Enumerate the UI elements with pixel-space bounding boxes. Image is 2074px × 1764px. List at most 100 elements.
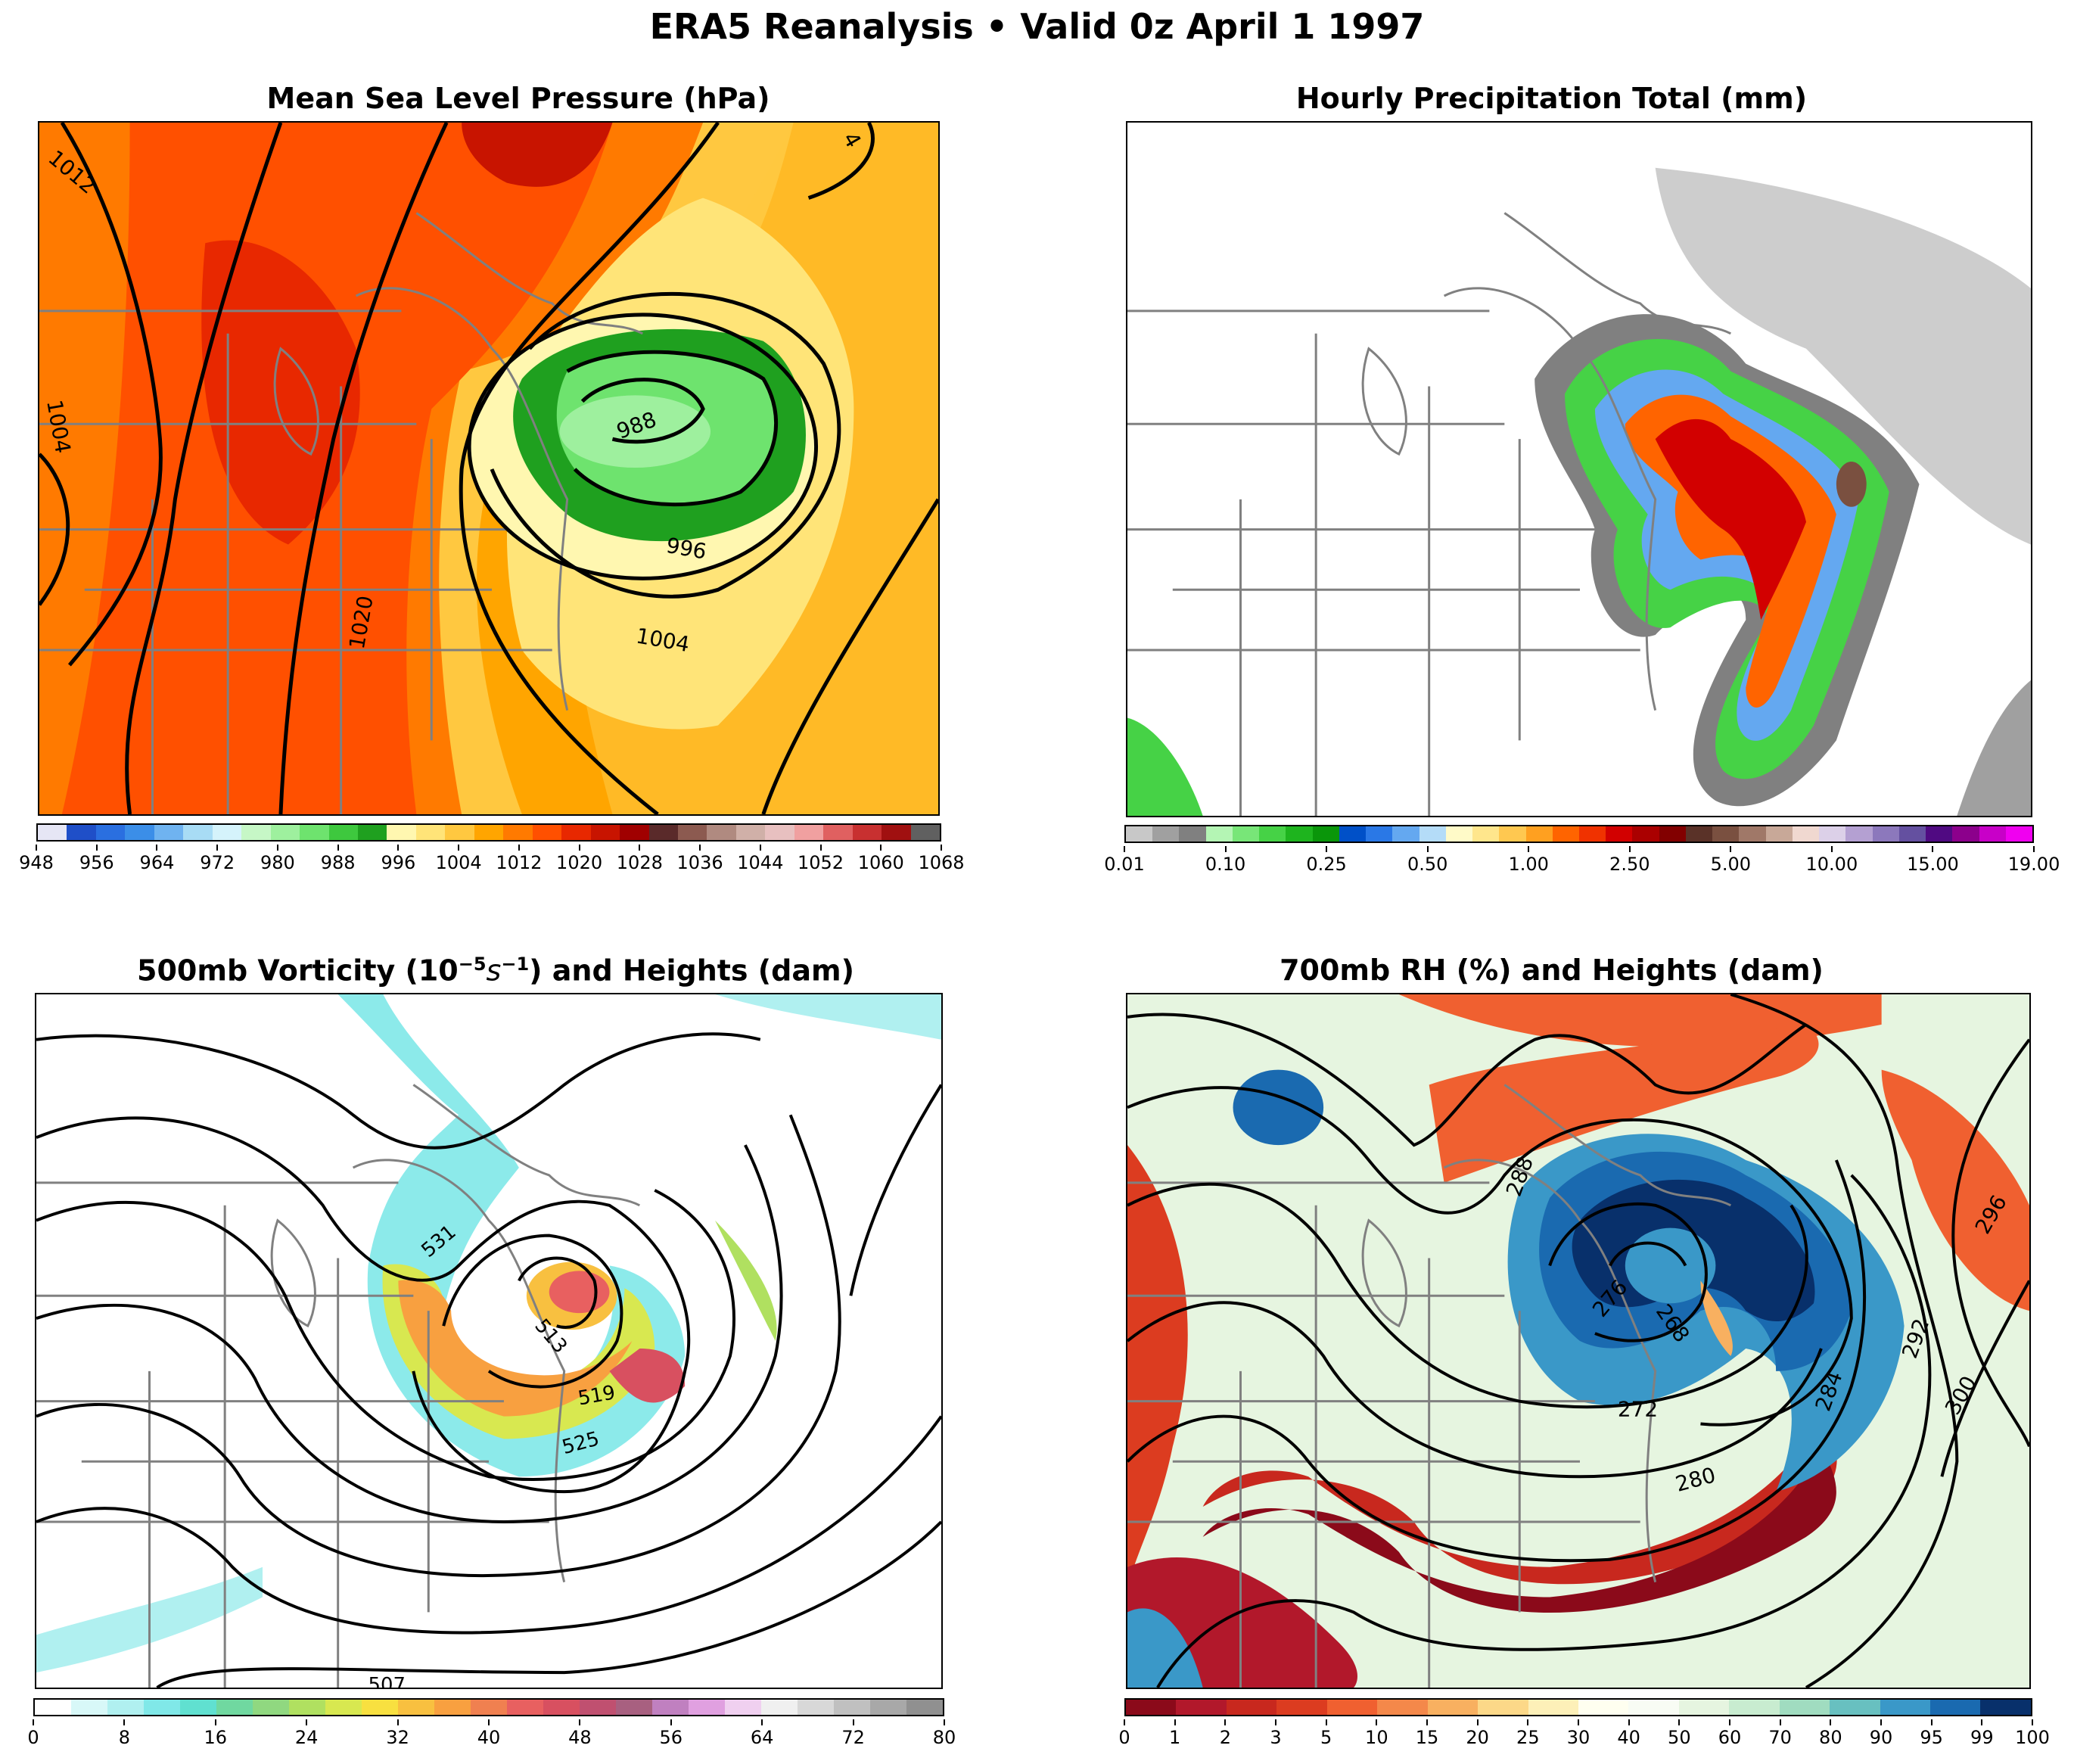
colorbar-swatch: [270, 825, 300, 840]
colorbar-swatch: [1898, 826, 1926, 842]
colorbar-tick-label: 5: [1320, 1727, 1332, 1748]
mslp-contour-labels: 1012 1004 988 996 1004 1020 4: [42, 128, 866, 657]
colorbar-tick-label: 15: [1415, 1727, 1439, 1748]
colorbar-tick-label: 0: [27, 1727, 39, 1748]
colorbar-tick-label: 988: [320, 852, 356, 873]
contour-label: 519: [577, 1381, 617, 1410]
colorbar-swatch: [1685, 826, 1713, 842]
colorbar-swatch: [1312, 826, 1339, 842]
colorbar-tick-label: 0.25: [1306, 854, 1347, 875]
rh-contour-labels: 288 276 268 272 280 284 292 296 300: [1501, 1153, 2012, 1497]
colorbar-swatch: [1392, 826, 1419, 842]
colorbar-tick-mark: [1981, 1719, 1983, 1725]
colorbar-swatch: [1326, 1700, 1378, 1715]
colorbar-swatch: [1729, 1700, 1780, 1715]
colorbar-tick-mark: [639, 845, 641, 851]
colorbar-tick-mark: [1325, 1719, 1327, 1725]
contour-label: 4: [838, 128, 866, 152]
colorbar-swatch: [216, 1700, 253, 1715]
colorbar-swatch: [107, 1700, 144, 1715]
colorbar-tick-label: 0.01: [1104, 854, 1145, 875]
colorbar-tick-mark: [1730, 846, 1732, 852]
contour-label: 996: [664, 533, 708, 565]
colorbar-swatch: [180, 1700, 216, 1715]
colorbar-swatch: [253, 1700, 289, 1715]
colorbar-swatch: [362, 1700, 398, 1715]
colorbar-tick-mark: [36, 845, 37, 851]
colorbar-swatch: [1930, 1700, 1981, 1715]
contour-label: 276: [1587, 1275, 1633, 1322]
colorbar-swatch: [1276, 1700, 1327, 1715]
colorbar-tick-label: 1060: [857, 852, 904, 873]
title-exponent: −1: [501, 954, 530, 975]
colorbar-swatch: [1606, 826, 1633, 842]
colorbar-ticks: 0 1 2 3 5 10 15 20 25 30 40 50 60 70 80 90 95 99 100: [1118, 1719, 2050, 1750]
colorbar-swatch: [445, 825, 474, 840]
colorbar-tick-mark: [1830, 1719, 1832, 1725]
colorbar-swatch: [398, 1700, 434, 1715]
colorbar-tick-mark: [1124, 846, 1125, 852]
colorbar-tick-mark: [852, 1719, 854, 1725]
panel-rh: 700mb RH (%) and Heights (dam): [1090, 885, 2074, 1764]
colorbar-swatch: [1427, 1700, 1479, 1715]
colorbar-tick-mark: [1830, 846, 1833, 852]
colorbar-swatch: [1528, 1700, 1578, 1715]
colorbar-tick-mark: [397, 845, 400, 851]
colorbar-tick-mark: [2032, 1719, 2033, 1725]
colorbar-tick-mark: [1628, 1719, 1630, 1725]
colorbar-tick-label: 95: [1920, 1727, 1943, 1748]
colorbar-tick-mark: [1426, 1719, 1428, 1725]
colorbar-swatch: [183, 825, 213, 840]
colorbar-swatch: [648, 825, 678, 840]
colorbar-tick-mark: [95, 845, 98, 851]
colorbar-tick-mark: [1527, 1719, 1529, 1725]
colorbar-tick-label: 25: [1516, 1727, 1540, 1748]
vorticity-map: [36, 994, 941, 1688]
colorbar-swatch: [1678, 1700, 1730, 1715]
colorbar-swatch: [300, 825, 329, 840]
panel-mslp: Mean Sea Level Pressure (hPa): [0, 0, 1037, 885]
colorbar-tick-label: 1068: [918, 852, 965, 873]
colorbar-tick-label: 5.00: [1710, 854, 1752, 875]
colorbar-swatch: [910, 825, 941, 840]
colorbar-swatch: [1779, 1700, 1830, 1715]
colorbar-swatch: [503, 825, 533, 840]
colorbar-tick-mark: [216, 845, 219, 851]
colorbar-tick-label: 16: [204, 1727, 228, 1748]
colorbar-swatch: [1377, 1700, 1428, 1715]
colorbar-tick-label: 0: [1118, 1727, 1130, 1748]
colorbar-tick-mark: [1224, 1719, 1227, 1725]
colorbar-tick-mark: [123, 1719, 126, 1725]
panel-precip: Hourly Precipitation Total (mm) 0.01 0.10…: [1090, 0, 2074, 885]
colorbar-tick-label: 1044: [737, 852, 784, 873]
panel-vorticity: 500mb Vorticity (10−5s−1) and Heights (d…: [0, 885, 1037, 1764]
colorbar-tick-label: 60: [1718, 1727, 1742, 1748]
colorbar-swatch: [1765, 826, 1793, 842]
colorbar-tick-mark: [759, 845, 761, 851]
colorbar-swatch: [1286, 826, 1313, 842]
colorbar-tick-label: 0.10: [1205, 854, 1246, 875]
title-text: ) and Heights (dam): [529, 954, 854, 988]
colorbar-tick-label: 48: [568, 1727, 592, 1748]
colorbar-tick-label: 1004: [435, 852, 482, 873]
contour-label: 300: [1940, 1372, 1982, 1420]
colorbar-tick-label: 1036: [676, 852, 723, 873]
colorbar-swatch: [834, 1700, 870, 1715]
colorbar-tick-label: 15.00: [1907, 854, 1959, 875]
colorbar-tick-label: 8: [118, 1727, 131, 1748]
colorbar-tick-mark: [1124, 1719, 1125, 1725]
colorbar-swatch: [1445, 826, 1473, 842]
contour-label: 292: [1897, 1315, 1934, 1361]
colorbar-swatch: [1152, 826, 1180, 842]
title-exponent: −5: [458, 954, 487, 975]
colorbar-tick-mark: [1224, 846, 1227, 852]
colorbar-swatch: [35, 1700, 71, 1715]
colorbar-tick-label: 1020: [556, 852, 603, 873]
colorbar-tick-mark: [670, 1719, 672, 1725]
colorbar-tick-mark: [518, 845, 520, 851]
colorbar-tick-mark: [458, 845, 460, 851]
colorbar-tick-mark: [880, 845, 882, 851]
colorbar-swatch: [1632, 826, 1659, 842]
colorbar-ticks: 948 956 964 972 980 988 996 1004 1012 1020 1028 103…: [19, 845, 965, 875]
colorbar-tick-mark: [1274, 1719, 1276, 1725]
